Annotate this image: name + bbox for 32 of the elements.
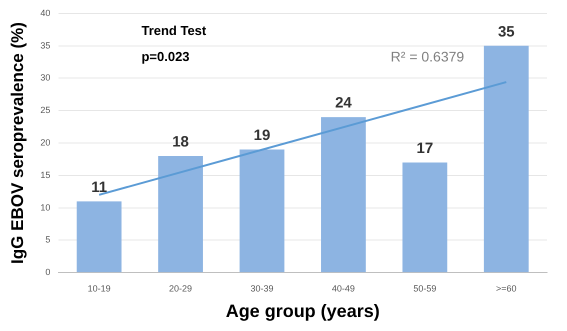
bar (484, 46, 529, 272)
data-label: 19 (254, 127, 270, 144)
x-tick-label: 50-59 (413, 283, 436, 294)
data-label: 11 (91, 178, 108, 196)
x-tick-label: >=60 (496, 283, 517, 294)
x-tick-label: 40-49 (332, 283, 355, 294)
data-label: 18 (172, 134, 189, 151)
bar (158, 156, 203, 272)
annotation: Trend Test (141, 23, 207, 38)
y-tick-label: 35 (40, 40, 50, 50)
y-tick-label: 20 (40, 137, 50, 148)
bar (402, 162, 448, 272)
y-tick-label: 10 (40, 202, 50, 212)
y-tick-label: 15 (40, 170, 50, 180)
data-label: 24 (335, 94, 352, 112)
annotation: p=0.023 (141, 49, 190, 64)
y-tick-label: 0 (45, 267, 50, 278)
y-tick-label: 5 (45, 234, 50, 245)
x-tick-label: 20-29 (169, 283, 192, 294)
annotation: R² = 0.6379 (390, 48, 464, 64)
y-tick-label: 25 (40, 105, 50, 116)
bar (240, 149, 284, 272)
x-axis-title: Age group (years) (226, 301, 380, 322)
x-tick-label: 30-39 (250, 283, 274, 294)
data-label: 17 (416, 140, 434, 158)
data-label: 35 (498, 23, 515, 40)
y-axis-title: IgG EBOV seroprevalence (%) (8, 22, 27, 264)
bar (76, 201, 122, 272)
y-tick-label: 40 (40, 8, 50, 18)
bar (321, 117, 366, 272)
x-tick-label: 10-19 (88, 283, 111, 294)
y-tick-label: 30 (40, 72, 50, 83)
